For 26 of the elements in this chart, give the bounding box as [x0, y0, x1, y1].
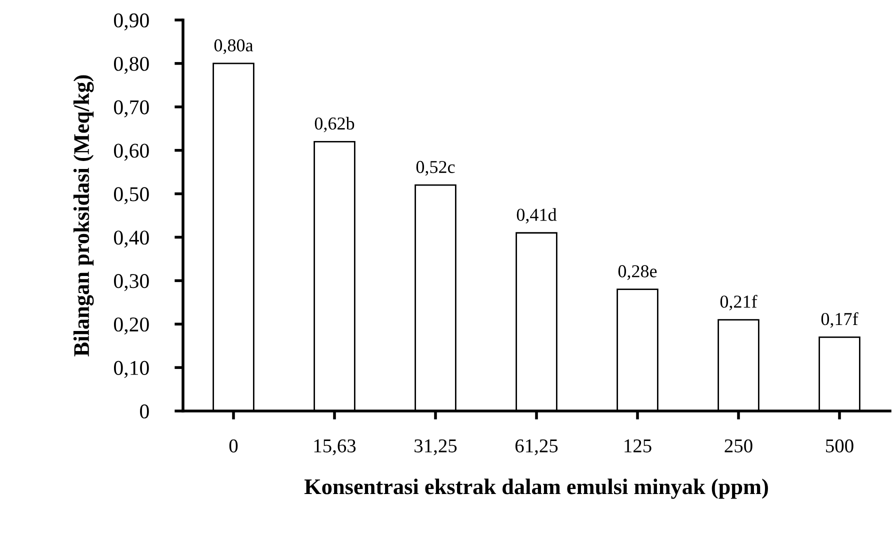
y-tick-label: 0,10	[114, 360, 149, 378]
x-tick-label: 125	[624, 439, 652, 452]
y-tick-label: 0,70	[114, 100, 149, 118]
y-tick-label: 0,40	[114, 230, 149, 248]
y-tick-label: 0,60	[114, 144, 149, 161]
data-label: 0,80a	[214, 39, 254, 54]
data-label: 0,17f	[821, 312, 858, 328]
x-tick-label: 250	[724, 439, 752, 452]
x-axis-title: Konsentrasi ekstrak dalam emulsi minyak (ppm)	[304, 478, 768, 499]
x-tick-label: 0	[229, 439, 238, 452]
data-label: 0,62b	[314, 116, 354, 132]
x-tick-label: 31,25	[414, 439, 457, 456]
y-tick-label: 0,80	[114, 56, 149, 74]
y-tick-label: 0,30	[114, 274, 149, 292]
x-tick-label: 500	[826, 439, 854, 452]
data-label: 0,28e	[618, 265, 657, 280]
x-tick-label: 61,25	[515, 439, 558, 456]
data-label: 0,52c	[416, 160, 455, 176]
y-tick-label: 0,20	[114, 317, 149, 335]
y-tick-label: 0,50	[114, 187, 149, 204]
data-label: 0,41d	[516, 208, 557, 224]
y-axis-title: Bilangan proksidasi (Meq/kg)	[73, 75, 94, 356]
x-tick-label: 15,63	[314, 439, 356, 456]
y-tick-label: 0	[140, 404, 149, 418]
data-label: 0,21f	[720, 294, 758, 310]
y-tick-label: 0,90	[114, 13, 149, 30]
